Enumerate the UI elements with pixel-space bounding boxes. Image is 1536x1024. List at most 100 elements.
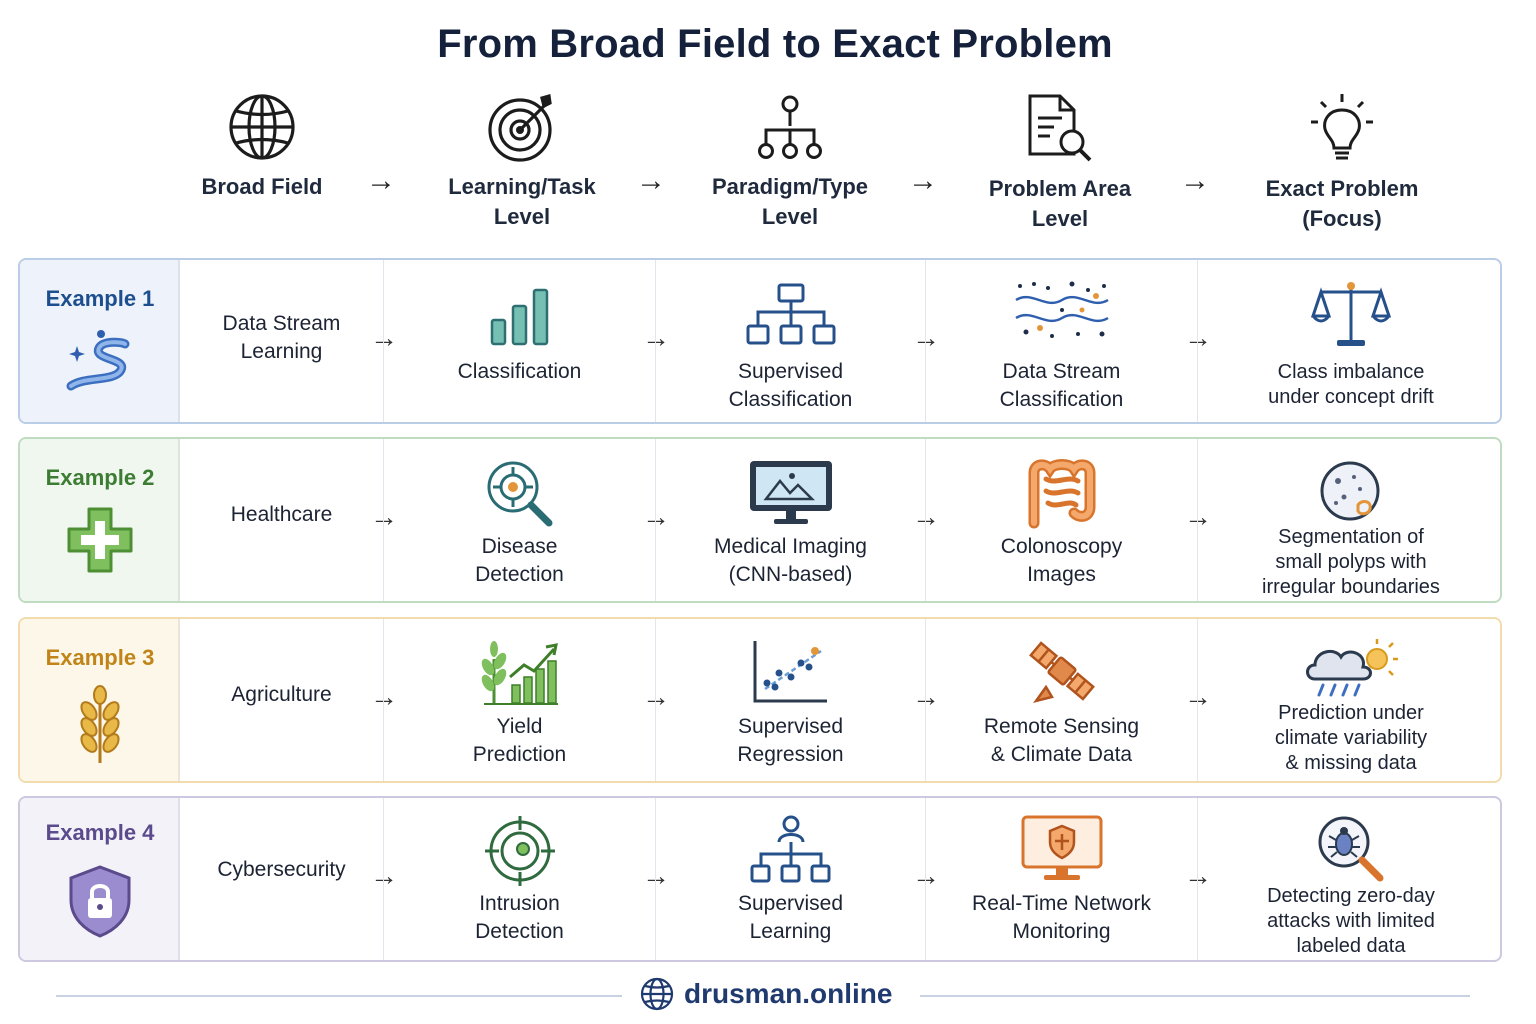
header-learning-task: Learning/Task Level [412, 92, 632, 232]
footer-divider [56, 995, 622, 997]
header-broad-field: Broad Field [152, 92, 372, 202]
area-text: Real-Time Network Monitoring [972, 892, 1151, 943]
monitor-shield-icon [1021, 815, 1102, 880]
task-cell: Disease Detection [383, 439, 655, 601]
header-paradigm-type: Paradigm/Type Level [680, 92, 900, 232]
rain-cloud-sun-icon [1306, 639, 1398, 697]
field-cell: Data Stream Learning [180, 260, 383, 422]
arrow-icon: → [1184, 322, 1212, 353]
radar-icon [484, 816, 555, 886]
paradigm-text: Supervised Classification [728, 360, 853, 411]
problem-text: Segmentation of small polyps with irregu… [1262, 526, 1440, 598]
header-label: Broad Field [201, 174, 323, 199]
example-badge: Example 1 [20, 260, 180, 422]
example-badge: Example 2 [20, 439, 180, 601]
arrow-icon: → [642, 322, 670, 353]
wheat-icon [80, 685, 120, 763]
header-problem-area: Problem Area Level [950, 92, 1170, 234]
area-cell: Remote Sensing & Climate Data [925, 619, 1197, 781]
page-title: From Broad Field to Exact Problem [437, 22, 1113, 66]
paradigm-cell: Medical Imaging (CNN-based) [655, 439, 925, 601]
cell-segmentation-icon [1320, 461, 1380, 521]
document-search-icon [1028, 94, 1092, 162]
example-row-2: Example 2 Healthcare → Disease Detection… [18, 437, 1502, 603]
stream-icon [66, 330, 130, 391]
task-text: Yield Prediction [472, 715, 567, 766]
medical-cross-icon [67, 507, 133, 573]
area-text: Remote Sensing & Climate Data [983, 715, 1140, 766]
task-text: Intrusion Detection [475, 892, 564, 943]
area-cell: Real-Time Network Monitoring [925, 798, 1197, 960]
area-text: Data Stream Classification [999, 360, 1124, 411]
flowchart-icon [746, 283, 835, 345]
task-cell: Intrusion Detection [383, 798, 655, 960]
arrow-icon: → [908, 164, 938, 197]
header-label: Exact Problem (Focus) [1265, 176, 1419, 231]
arrow-icon: → [370, 322, 398, 353]
arrow-icon: → [636, 164, 666, 197]
arrow-icon: → [1184, 681, 1212, 712]
field-cell: Agriculture [180, 619, 383, 781]
data-stream-icon [1014, 281, 1109, 338]
example-label: Example 1 [45, 286, 155, 311]
arrow-icon: → [912, 681, 940, 712]
footer: drusman.online [0, 975, 1536, 1015]
hierarchy-icon [758, 95, 822, 159]
intestine-icon [1028, 459, 1095, 529]
arrow-icon: → [1184, 501, 1212, 532]
globe-icon [229, 94, 295, 160]
monitor-image-icon [749, 461, 832, 524]
header-exact-problem: Exact Problem (Focus) [1232, 92, 1452, 234]
area-cell: Colonoscopy Images [925, 439, 1197, 601]
header-label: Paradigm/Type Level [711, 174, 869, 229]
example-label: Example 2 [45, 465, 155, 490]
footer-divider [920, 995, 1470, 997]
arrow-icon: → [642, 501, 670, 532]
arrow-icon: → [1184, 860, 1212, 891]
arrow-icon: → [370, 681, 398, 712]
example-row-1: Example 1 Data Stream Learning → Classif… [18, 258, 1502, 424]
task-cell: Classification [383, 260, 655, 422]
problem-cell: Class imbalance under concept drift [1197, 260, 1500, 422]
satellite-icon [1028, 641, 1095, 704]
paradigm-cell: Supervised Classification [655, 260, 925, 422]
balance-scale-icon [1311, 282, 1391, 346]
problem-text: Prediction under climate variability & m… [1274, 702, 1428, 774]
magnifier-target-icon [487, 461, 552, 527]
arrow-icon: → [366, 164, 396, 197]
arrow-icon: → [912, 322, 940, 353]
problem-cell: Prediction under climate variability & m… [1197, 619, 1500, 781]
field-cell: Cybersecurity [180, 798, 383, 960]
target-icon [488, 93, 552, 162]
area-cell: Data Stream Classification [925, 260, 1197, 422]
task-text: Classification [457, 360, 582, 383]
paradigm-text: Supervised Learning [737, 892, 844, 943]
plant-growth-icon [481, 641, 558, 705]
example-row-4: Example 4 Cybersecurity → Intrusion Dete… [18, 796, 1502, 962]
paradigm-text: Medical Imaging (CNN-based) [714, 535, 867, 586]
example-badge: Example 4 [20, 798, 180, 960]
problem-text: Class imbalance under concept drift [1268, 361, 1434, 408]
user-hierarchy-icon [750, 815, 830, 883]
paradigm-text: Supervised Regression [737, 715, 844, 766]
arrow-icon: → [642, 860, 670, 891]
field-cell: Healthcare [180, 439, 383, 601]
problem-cell: Segmentation of small polyps with irregu… [1197, 439, 1500, 601]
field-text: Cybersecurity [217, 858, 346, 881]
brand-text[interactable]: drusman.online [684, 978, 893, 1009]
field-text: Agriculture [231, 683, 332, 706]
example-badge: Example 3 [20, 619, 180, 781]
globe-icon [640, 977, 674, 1011]
task-text: Disease Detection [475, 535, 564, 586]
field-text: Healthcare [230, 503, 333, 526]
paradigm-cell: Supervised Learning [655, 798, 925, 960]
arrow-icon: → [1180, 164, 1210, 197]
arrow-icon: → [912, 860, 940, 891]
example-row-3: Example 3 Agriculture → Yield Pr [18, 617, 1502, 783]
shield-lock-icon [69, 865, 131, 938]
arrow-icon: → [370, 860, 398, 891]
example-label: Example 4 [45, 820, 155, 845]
lightbulb-icon [1311, 94, 1373, 160]
bug-search-icon [1318, 816, 1384, 882]
regression-plot-icon [753, 641, 827, 703]
